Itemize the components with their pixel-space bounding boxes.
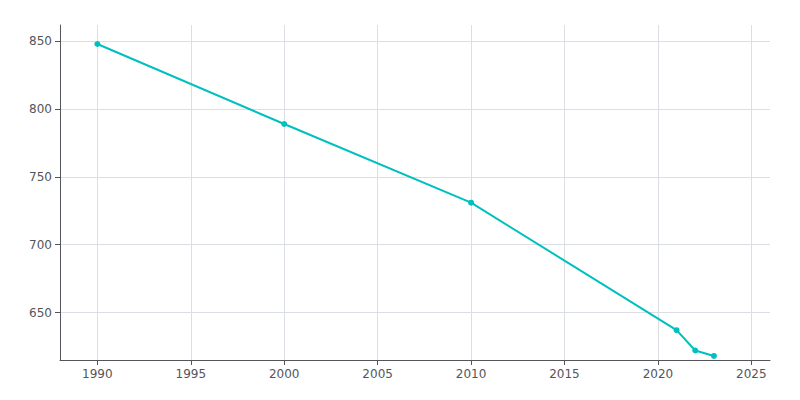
svg-text:2005: 2005 (362, 367, 393, 381)
svg-text:750: 750 (29, 170, 52, 184)
svg-text:2025: 2025 (736, 367, 767, 381)
svg-text:1990: 1990 (82, 367, 113, 381)
svg-text:650: 650 (29, 306, 52, 320)
svg-text:2000: 2000 (269, 367, 300, 381)
svg-text:700: 700 (29, 238, 52, 252)
svg-text:2015: 2015 (549, 367, 580, 381)
svg-text:1995: 1995 (176, 367, 207, 381)
svg-text:2010: 2010 (456, 367, 487, 381)
svg-text:800: 800 (29, 102, 52, 116)
svg-text:2020: 2020 (643, 367, 674, 381)
svg-text:850: 850 (29, 34, 52, 48)
